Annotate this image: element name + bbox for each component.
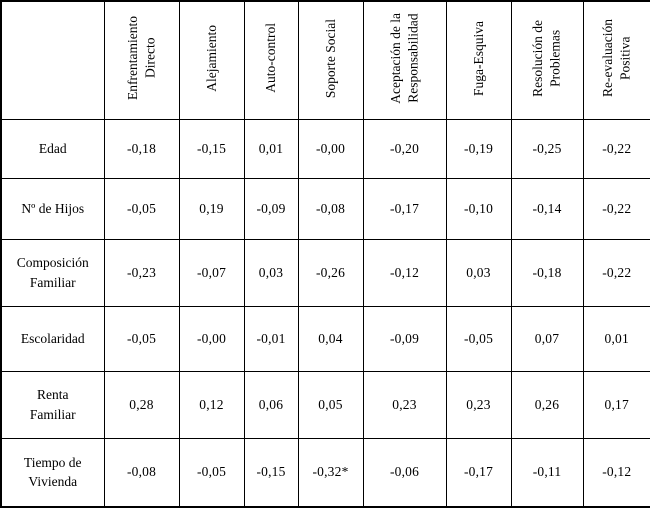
value-cell: 0,03 [243,238,299,307]
value-cell: -0,22 [582,177,650,240]
value-cell: -0,32* [297,437,364,508]
column-header-alejamiento: Alejamiento [178,0,245,120]
column-header-soporte-social: Soporte Social [297,0,364,120]
value-cell: -0,20 [362,118,447,179]
value-cell: 0,07 [510,305,584,372]
value-cell: -0,15 [243,437,299,508]
value-cell: -0,00 [297,118,364,179]
table-row-n-de-hijos: Nº de Hijos -0,05 0,19 -0,09 -0,08 -0,17… [0,177,650,240]
table-row-composicion-familiar: Composición Familiar -0,23 -0,07 0,03 -0… [0,238,650,307]
row-label-n-de-hijos: Nº de Hijos [0,177,105,240]
value-cell: -0,15 [178,118,245,179]
value-cell: -0,22 [582,238,650,307]
value-cell: -0,22 [582,118,650,179]
value-cell: -0,05 [445,305,512,372]
value-cell: -0,05 [103,177,180,240]
column-header-label: Auto-control [263,23,279,94]
value-cell: -0,01 [243,305,299,372]
value-cell: -0,14 [510,177,584,240]
value-cell: -0,05 [178,437,245,508]
value-cell: -0,11 [510,437,584,508]
column-header-label: Re-evaluación Positiva [600,19,633,98]
column-header-label: Alejamiento [203,24,219,92]
value-cell: 0,06 [243,370,299,439]
value-cell: 0,28 [103,370,180,439]
value-cell: -0,26 [297,238,364,307]
value-cell: 0,03 [445,238,512,307]
value-cell: -0,09 [362,305,447,372]
table-row-tiempo-de-vivienda: Tiempo de Vivienda -0,08 -0,05 -0,15 -0,… [0,437,650,508]
column-header-label: Fuga-Esquiva [470,20,486,96]
value-cell: 0,23 [445,370,512,439]
value-cell: -0,17 [362,177,447,240]
column-header-label: Resolución de Problemas [530,19,563,97]
table-row-renta-familiar: Renta Familiar 0,28 0,12 0,06 0,05 0,23 … [0,370,650,439]
column-header-label: Soporte Social [322,18,338,98]
value-cell: -0,05 [103,305,180,372]
value-cell: -0,12 [362,238,447,307]
value-cell: 0,01 [582,305,650,372]
header-row: Enfrentamiento Directo Alejamiento Auto-… [0,0,650,120]
value-cell: 0,01 [243,118,299,179]
value-cell: 0,26 [510,370,584,439]
row-label-composicion-familiar: Composición Familiar [0,238,105,307]
value-cell: -0,18 [510,238,584,307]
value-cell: -0,00 [178,305,245,372]
column-header-label: Enfrentamiento Directo [124,16,158,101]
column-header-label: Aceptación de la Responsabilidad [387,12,421,104]
row-label-escolaridad: Escolaridad [0,305,105,372]
value-cell: -0,09 [243,177,299,240]
table-row-edad: Edad -0,18 -0,15 0,01 -0,00 -0,20 -0,19 … [0,118,650,179]
value-cell: 0,23 [362,370,447,439]
row-label-edad: Edad [0,118,105,179]
value-cell: -0,08 [103,437,180,508]
value-cell: -0,18 [103,118,180,179]
column-header-auto-control: Auto-control [243,0,299,120]
value-cell: -0,17 [445,437,512,508]
row-label-tiempo-de-vivienda: Tiempo de Vivienda [0,437,105,508]
corner-cell [0,0,105,120]
column-header-enfrentamiento-directo: Enfrentamiento Directo [103,0,180,120]
value-cell: -0,10 [445,177,512,240]
column-header-aceptacion-responsabilidad: Aceptación de la Responsabilidad [362,0,447,120]
value-cell: -0,06 [362,437,447,508]
value-cell: -0,07 [178,238,245,307]
column-header-re-evaluacion-positiva: Re-evaluación Positiva [582,0,650,120]
table-row-escolaridad: Escolaridad -0,05 -0,00 -0,01 0,04 -0,09… [0,305,650,372]
row-label-renta-familiar: Renta Familiar [0,370,105,439]
value-cell: -0,12 [582,437,650,508]
value-cell: 0,17 [582,370,650,439]
value-cell: 0,05 [297,370,364,439]
value-cell: -0,25 [510,118,584,179]
column-header-resolucion-problemas: Resolución de Problemas [510,0,584,120]
value-cell: 0,04 [297,305,364,372]
value-cell: -0,08 [297,177,364,240]
value-cell: -0,23 [103,238,180,307]
value-cell: -0,19 [445,118,512,179]
column-header-fuga-esquiva: Fuga-Esquiva [445,0,512,120]
value-cell: 0,19 [178,177,245,240]
value-cell: 0,12 [178,370,245,439]
